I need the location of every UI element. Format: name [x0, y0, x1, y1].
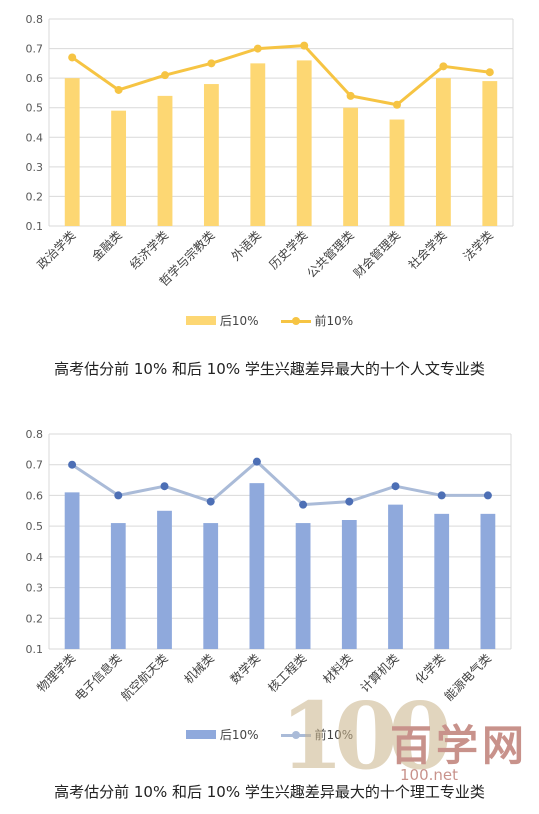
- y-tick-label: 0.2: [26, 190, 44, 203]
- y-tick-label: 0.2: [26, 612, 44, 625]
- bar: [389, 119, 405, 226]
- line-point: [68, 460, 77, 469]
- y-tick-label: 0.6: [26, 489, 44, 502]
- line-point: [253, 44, 262, 53]
- y-tick-label: 0.8: [26, 428, 44, 441]
- x-tick-label: 金融类: [89, 228, 125, 264]
- bar: [435, 78, 451, 227]
- x-tick-label: 数学类: [227, 651, 263, 687]
- bar: [203, 84, 219, 226]
- x-tick-label: 历史学类: [266, 228, 311, 273]
- line-point: [207, 59, 216, 68]
- line-point: [161, 71, 169, 80]
- line-point: [345, 497, 354, 506]
- x-tick-label: 经济学类: [127, 228, 172, 273]
- legend-swatch-line: [280, 316, 311, 326]
- legend-label-bar: 后10%: [219, 728, 259, 742]
- legend-item-line: 前10%: [280, 726, 354, 743]
- legend-science: 后10% 前10%: [0, 726, 539, 743]
- y-tick-label: 0.3: [26, 582, 44, 595]
- line-point: [393, 100, 401, 109]
- line-point: [437, 491, 446, 500]
- y-tick-label: 0.1: [26, 220, 44, 233]
- x-tick-label: 法学类: [460, 228, 496, 264]
- bar: [480, 513, 496, 649]
- x-tick-label: 政治学类: [34, 228, 79, 273]
- series-line: [71, 44, 490, 107]
- bar: [388, 504, 403, 649]
- x-tick-label: 化学类: [412, 651, 448, 687]
- line-point: [252, 457, 261, 466]
- bar: [111, 110, 127, 226]
- bar: [249, 483, 265, 649]
- line-point: [439, 62, 448, 71]
- bar: [157, 510, 172, 649]
- chart-title-humanities: 高考估分前 10% 和后 10% 学生兴趣差异最大的十个人文专业类: [54, 360, 485, 378]
- line-point: [300, 41, 309, 50]
- bar: [250, 63, 266, 226]
- legend-swatch-bar: [185, 316, 216, 325]
- x-tick-label: 机械类: [181, 651, 217, 687]
- chart-panel-humanities: 0.1 0.2 0.3 0.4 0.5 0.6 0.7 0.8 政治学类 金融类 经济学类 哲学与宗教…: [0, 0, 539, 400]
- series-line: [71, 460, 488, 507]
- y-tick-label: 0.4: [26, 551, 44, 564]
- legend-item-bar: 后10%: [185, 726, 259, 743]
- legend-item-bar: 后10%: [185, 312, 259, 329]
- line-point: [346, 91, 355, 100]
- x-tick-label: 外语类: [229, 228, 264, 263]
- x-tick-label: 材料类: [320, 651, 355, 686]
- legend-humanities: 后10% 前10%: [0, 312, 539, 329]
- bar: [482, 81, 498, 226]
- bar: [434, 513, 450, 649]
- x-tick-label: 核工程类: [265, 651, 310, 696]
- line-point: [68, 53, 77, 62]
- bar: [296, 60, 312, 227]
- y-tick-label: 0.4: [26, 131, 44, 144]
- bar: [110, 523, 126, 649]
- line-point: [114, 85, 123, 94]
- line-point: [114, 491, 123, 500]
- x-tick-label: 社会学类: [405, 228, 450, 273]
- bar: [64, 492, 80, 649]
- y-tick-label: 0.3: [26, 161, 44, 174]
- y-tick-label: 0.8: [26, 13, 44, 26]
- legend-label-line: 前10%: [314, 314, 354, 328]
- bar: [64, 78, 80, 227]
- chart-title-science: 高考估分前 10% 和后 10% 学生兴趣差异最大的十个理工专业类: [54, 783, 485, 801]
- line-point: [160, 482, 169, 491]
- y-tick-label: 0.5: [26, 102, 44, 115]
- line-point: [391, 482, 400, 491]
- chart-panel-science: 0.1 0.2 0.3 0.4 0.5 0.6 0.7 0.8 物理学类 电子信息类 航空航天类 机械…: [0, 405, 539, 814]
- x-tick-label: 公共管理类: [304, 228, 357, 281]
- bar: [343, 107, 359, 226]
- y-tick-label: 0.7: [26, 43, 44, 56]
- x-tick-label: 能源电气类: [441, 651, 494, 704]
- bar: [341, 520, 357, 649]
- x-tick-label: 财会管理类: [350, 228, 403, 281]
- bar: [203, 523, 219, 649]
- x-tick-label: 物理学类: [34, 651, 79, 696]
- legend-swatch-bar: [185, 730, 216, 739]
- line-point: [483, 491, 492, 500]
- y-tick-label: 0.1: [26, 643, 44, 656]
- legend-label-line: 前10%: [314, 728, 354, 742]
- x-tick-label: 电子信息类: [71, 651, 124, 704]
- line-point: [485, 68, 494, 77]
- line-point: [206, 497, 215, 506]
- bar: [157, 95, 173, 226]
- legend-label-bar: 后10%: [219, 314, 259, 328]
- y-tick-label: 0.7: [26, 459, 44, 472]
- y-tick-label: 0.5: [26, 520, 44, 533]
- x-tick-label: 计算机类: [357, 651, 402, 696]
- legend-item-line: 前10%: [280, 312, 354, 329]
- x-tick-label: 航空航天类: [118, 651, 171, 704]
- legend-swatch-line: [280, 730, 311, 740]
- y-tick-label: 0.6: [26, 72, 44, 85]
- bar: [295, 523, 311, 649]
- line-point: [299, 500, 308, 509]
